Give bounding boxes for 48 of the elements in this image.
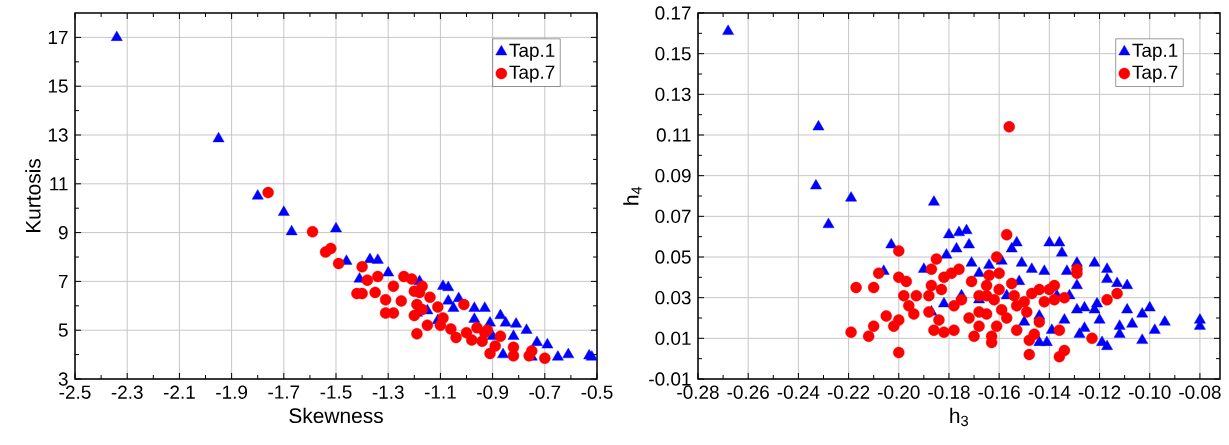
- y-axis-title: h$_{4}$: [623, 186, 642, 205]
- x-tick-label: -2.3: [111, 385, 143, 399]
- y-tick-label: 0.05: [655, 250, 691, 264]
- legend-label: Tap.1: [1132, 43, 1178, 61]
- y-tick-label: 0.07: [655, 209, 691, 224]
- x-tick-label: -1.3: [372, 385, 404, 399]
- y-tick-label: 5: [58, 323, 68, 337]
- y-tick-label: -0.01: [649, 372, 691, 386]
- x-axis-title: Skewness: [289, 407, 383, 424]
- x-tick-label: -0.9: [477, 385, 509, 399]
- x-tick-label: -0.22: [827, 385, 870, 399]
- x-tick-label: -2.1: [163, 385, 195, 399]
- x-tick-label: -1.5: [320, 385, 352, 399]
- x-tick-label: -0.10: [1129, 385, 1171, 399]
- y-axis-title: Kurtosis: [25, 158, 41, 233]
- x-tick-label: -0.12: [1078, 385, 1121, 399]
- x-tick-label: -1.1: [424, 385, 456, 399]
- y-tick-label: 0.15: [655, 46, 691, 61]
- x-tick-label: -0.28: [677, 385, 719, 399]
- y-tick-label: 17: [48, 30, 68, 44]
- x-tick-label: -0.5: [581, 385, 613, 399]
- y-tick-label: 0.17: [655, 6, 691, 20]
- y-tick-label: 11: [50, 177, 68, 191]
- x-tick-label: -0.18: [928, 385, 970, 399]
- legend-label: Tap.7: [1132, 65, 1178, 83]
- x-tick-label: -0.7: [529, 385, 561, 399]
- x-tick-label: -0.20: [878, 385, 920, 399]
- y-tick-label: 0.09: [655, 168, 691, 183]
- y-tick-label: 9: [58, 225, 68, 240]
- y-tick-label: 0.01: [655, 331, 691, 346]
- x-tick-label: -1.9: [216, 385, 248, 399]
- x-tick-label: -0.08: [1179, 385, 1221, 399]
- y-tick-label: 0.13: [655, 87, 691, 102]
- x-tick-label: -2.5: [59, 385, 91, 399]
- y-tick-label: 0.03: [655, 290, 691, 305]
- legend-label: Tap.1: [509, 43, 555, 61]
- y-tick-label: 0.11: [656, 128, 691, 142]
- y-tick-label: 7: [58, 274, 68, 288]
- legend-label: Tap.7: [509, 65, 555, 83]
- x-axis-title: h$_{3}$: [950, 407, 968, 427]
- x-tick-label: -1.7: [268, 385, 300, 399]
- x-tick-label: -0.16: [978, 385, 1020, 399]
- x-tick-label: -0.24: [777, 385, 820, 399]
- y-tick-label: 3: [58, 372, 68, 386]
- x-tick-label: -0.14: [1028, 385, 1071, 399]
- x-tick-label: -0.26: [727, 385, 769, 399]
- y-tick-label: 13: [48, 128, 68, 142]
- y-tick-label: 15: [48, 79, 68, 93]
